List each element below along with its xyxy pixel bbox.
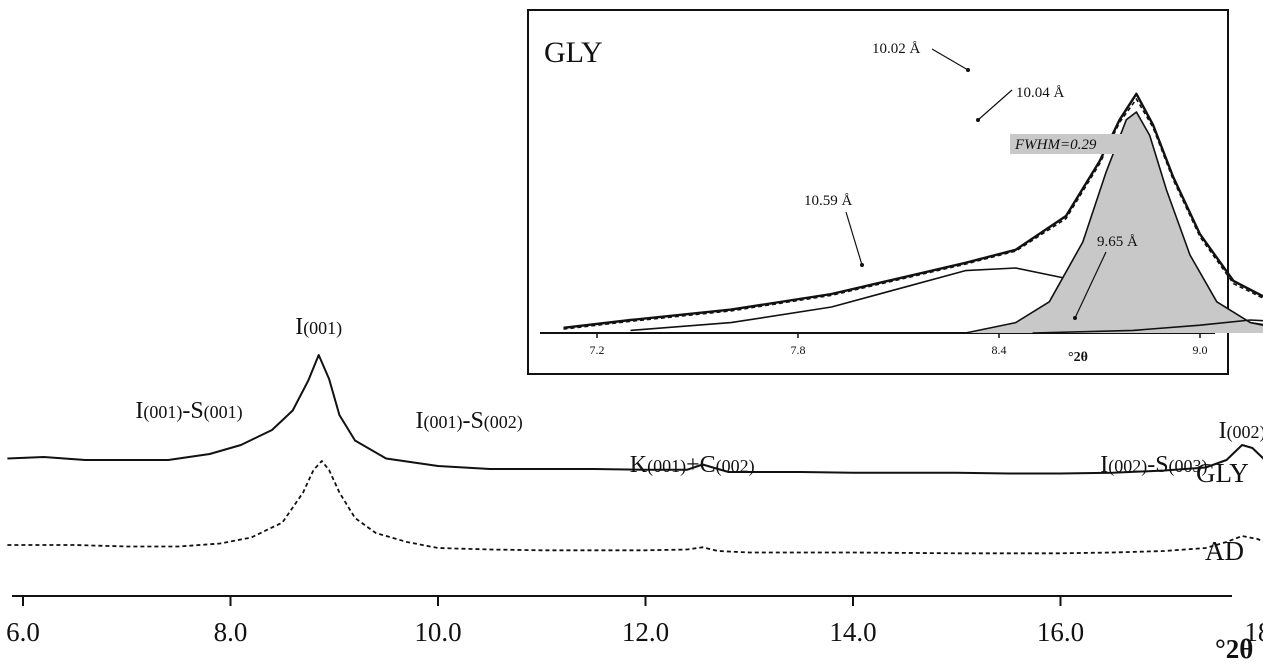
peak-label-part: -S (1147, 452, 1168, 478)
inset-series-component-4 (1032, 319, 1263, 334)
inset-title: GLY (544, 36, 603, 69)
peak-label-part: (001) (303, 318, 342, 339)
peak-label-part: +C (686, 452, 716, 478)
inset-annotation-pointer (845, 211, 863, 266)
main-x-axis-label: °2θ (1215, 634, 1253, 664)
peak-label-k001c002: K(001)+C(002) (630, 452, 755, 478)
main-series-line-gly (7, 354, 1263, 475)
peak-label-part: (001) (423, 412, 462, 433)
fwhm-box (1010, 134, 1122, 154)
peak-label-i001s001: I(001)-S(001) (135, 398, 242, 424)
inset-x-ticks: 7.27.88.49.09.6 (590, 333, 1208, 357)
inset-annotation-arrowhead (860, 263, 864, 267)
inset-plot: GLY 7.27.88.49.09.6 10.02 Å10.04 Å10.59 … (527, 9, 1263, 375)
main-tick-label: 14.0 (829, 617, 876, 647)
inset-annotations: 10.02 Å 10.04 Å 10.59 Å 9.65 Å (804, 41, 1138, 320)
inset-series-total-0 (563, 92, 1263, 329)
inset-tick-label: 7.2 (590, 343, 605, 357)
inset-annotation-arrowhead (966, 68, 970, 72)
inset-component-fill (965, 112, 1263, 333)
main-peak-labels: I(001)I(001)-S(001) I(001)-S(002)K(001)+C… (135, 314, 1263, 478)
peak-label-part: I (295, 314, 303, 340)
inset-x-axis-label: °2θ (1068, 350, 1088, 365)
inset-annotation-a1004: 10.04 Å (1016, 85, 1065, 101)
main-tick-label: 12.0 (622, 617, 669, 647)
main-series (7, 354, 1263, 555)
main-tick-label: 18.0 (1244, 617, 1263, 647)
main-plot: 6.08.010.012.014.016.018.0 I(001)I(001)-… (6, 314, 1263, 664)
inset-annotation-arrowhead (976, 118, 980, 122)
main-tick-label: 16.0 (1037, 617, 1084, 647)
inset-series (563, 92, 1263, 334)
series-label-ad: AD (1205, 536, 1244, 566)
main-tick-label: 10.0 (414, 617, 461, 647)
inset-annotation-pointer (977, 89, 1013, 121)
peak-label-part: -S (182, 398, 203, 424)
inset-annotation-a1059: 10.59 Å (804, 193, 853, 209)
peak-label-part: (002) (484, 412, 523, 433)
peak-label-i001s002: I(001)-S(002) (415, 408, 522, 434)
peak-label-part: I (1100, 452, 1108, 478)
peak-label-i001: I(001) (295, 314, 342, 340)
peak-label-part: I (415, 408, 423, 434)
inset-annotation-a965: 9.65 Å (1097, 234, 1138, 250)
inset-tick-label: 8.4 (992, 343, 1007, 357)
series-label-gly: GLY (1196, 458, 1249, 488)
peak-label-part: (001) (647, 456, 686, 477)
inset-annotation-pointer (931, 48, 969, 71)
fwhm-label: FWHM=0.29 (1014, 137, 1097, 153)
inset-annotation-arrowhead (1073, 316, 1077, 320)
peak-label-part: K (630, 452, 648, 478)
inset-series-component-3 (965, 111, 1263, 334)
peak-label-part: (002) (1227, 422, 1263, 443)
inset-annotation-a1002: 10.02 Å (872, 41, 921, 57)
inset-series-component-2 (630, 267, 1263, 332)
inset-annotation-pointer (1074, 251, 1107, 319)
peak-label-i002: I(002) (1219, 418, 1263, 444)
peak-label-part: I (135, 398, 143, 424)
peak-label-i002s003: I(002)-S(003) (1100, 452, 1207, 478)
inset-tick-label: 9.0 (1193, 343, 1208, 357)
main-tick-label: 8.0 (214, 617, 248, 647)
peak-label-part: (002) (1108, 456, 1147, 477)
main-x-ticks: 6.0 8.0 10.0 12.0 14.0 16.0 18.0 (6, 596, 1263, 647)
peak-label-part: (001) (143, 402, 182, 423)
peak-label-part: -S (462, 408, 483, 434)
peak-label-part: (002) (716, 456, 755, 477)
peak-label-part: I (1219, 418, 1227, 444)
peak-label-part: (001) (204, 402, 243, 423)
inset-tick-label: 7.8 (791, 343, 806, 357)
main-series-line-ad (7, 460, 1263, 555)
main-tick-label: 6.0 (6, 617, 40, 647)
peak-label-part: (003) (1169, 456, 1208, 477)
